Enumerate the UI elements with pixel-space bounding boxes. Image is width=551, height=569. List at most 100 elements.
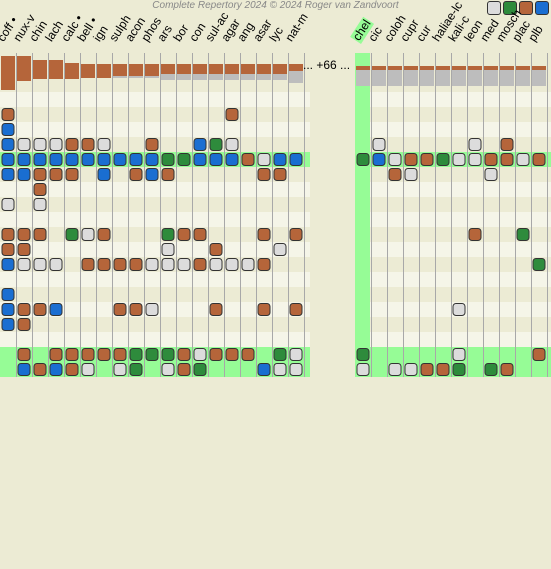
- grade-cell-left: [289, 363, 303, 376]
- grade-cell-left: [193, 363, 207, 376]
- grade-cell-left: [33, 198, 47, 211]
- grade-cell-left: [81, 348, 95, 361]
- grade-cell-left: [161, 228, 175, 241]
- grade-cell-left: [145, 258, 159, 271]
- grade-cell-left: [1, 198, 15, 211]
- grade-cell-left: [257, 363, 271, 376]
- more-remedies-label[interactable]: ... +66 ...: [303, 58, 351, 72]
- grade-cell-right: [500, 363, 514, 376]
- score-bar-right-10-head: [516, 66, 530, 70]
- grade-cell-left: [209, 153, 223, 166]
- grade-cell-left: [129, 348, 143, 361]
- score-bar-right-5-head: [436, 66, 450, 70]
- grade-cell-left: [113, 363, 127, 376]
- grade-cell-right: [532, 348, 546, 361]
- grade-cell-left: [225, 108, 239, 121]
- grade-cell-left: [81, 138, 95, 151]
- grade-cell-left: [49, 303, 63, 316]
- grade-cell-left: [273, 168, 287, 181]
- grade-cell-left: [129, 258, 143, 271]
- grade-cell-left: [17, 138, 31, 151]
- score-bar-right-2-head: [388, 66, 402, 70]
- score-bar-right-4-head: [420, 66, 434, 70]
- grade-2-legend[interactable]: [503, 1, 517, 15]
- grade-cell-left: [193, 348, 207, 361]
- grade-cell-left: [289, 228, 303, 241]
- row-band-right: [355, 167, 551, 182]
- grade-cell-right: [404, 168, 418, 181]
- grade-cell-left: [1, 168, 15, 181]
- row-band-left: [0, 272, 310, 287]
- grade-cell-left: [225, 258, 239, 271]
- grade-cell-left: [257, 168, 271, 181]
- score-bar-right-8-base: [484, 66, 498, 86]
- grade-cell-left: [1, 228, 15, 241]
- row-band-left: [0, 287, 310, 302]
- score-bar-left-15-head: [241, 64, 255, 74]
- grade-cell-left: [177, 363, 191, 376]
- grade-cell-left: [97, 348, 111, 361]
- grade-cell-right: [484, 153, 498, 166]
- grade-cell-left: [17, 348, 31, 361]
- score-bar-right-1-base: [372, 66, 386, 86]
- score-bar-right-1-head: [372, 66, 386, 70]
- grade-cell-left: [177, 258, 191, 271]
- grade-cell-left: [241, 153, 255, 166]
- grade-cell-right: [468, 138, 482, 151]
- grade-cell-left: [177, 153, 191, 166]
- grade-cell-left: [241, 258, 255, 271]
- row-band-left: [0, 122, 310, 137]
- grade-cell-left: [129, 168, 143, 181]
- grade-cell-left: [129, 363, 143, 376]
- score-bar-left-11-head: [177, 64, 191, 74]
- grade-cell-left: [113, 348, 127, 361]
- grade-cell-left: [161, 348, 175, 361]
- grade-cell-left: [161, 168, 175, 181]
- grade-cell-left: [289, 303, 303, 316]
- score-bar-right-3-base: [404, 66, 418, 86]
- grade-cell-left: [145, 138, 159, 151]
- row-band-left: [0, 242, 310, 257]
- grade-1-legend[interactable]: [487, 1, 501, 15]
- score-bar-right-6-head: [452, 66, 466, 70]
- grade-cell-left: [81, 363, 95, 376]
- score-bar-right-10-base: [516, 66, 530, 86]
- grade-cell-left: [49, 153, 63, 166]
- row-band-right: [355, 332, 551, 347]
- grade-cell-left: [145, 348, 159, 361]
- grade-cell-right: [452, 153, 466, 166]
- score-bar-left-8-head: [129, 64, 143, 76]
- row-band-left: [0, 182, 310, 197]
- score-bar-left-9-head: [145, 64, 159, 76]
- score-bar-left-13-head: [209, 64, 223, 74]
- grade-cell-right: [388, 363, 402, 376]
- grade-3-legend[interactable]: [519, 1, 533, 15]
- score-bar-left-16-head: [257, 64, 271, 74]
- grade-cell-right: [404, 363, 418, 376]
- row-band-right: [355, 317, 551, 332]
- grade-cell-left: [81, 153, 95, 166]
- grade-cell-left: [17, 303, 31, 316]
- grade-cell-left: [273, 348, 287, 361]
- grade-cell-left: [145, 303, 159, 316]
- grade-cell-left: [65, 228, 79, 241]
- score-bar-left-0-top: [1, 56, 15, 90]
- grade-cell-left: [113, 153, 127, 166]
- score-bar-right-7-base: [468, 66, 482, 86]
- grade-cell-left: [193, 258, 207, 271]
- grade-cell-left: [17, 228, 31, 241]
- grade-cell-left: [97, 228, 111, 241]
- grade-4-legend[interactable]: [535, 1, 549, 15]
- grade-cell-left: [17, 258, 31, 271]
- grade-cell-right: [388, 168, 402, 181]
- grade-cell-left: [49, 168, 63, 181]
- grade-cell-left: [193, 138, 207, 151]
- grade-cell-left: [17, 243, 31, 256]
- grade-cell-left: [1, 138, 15, 151]
- score-bar-left-10-head: [161, 64, 175, 74]
- score-bar-left-6-head: [97, 64, 111, 78]
- grade-cell-right: [436, 153, 450, 166]
- row-band-right: [355, 257, 551, 272]
- score-bar-left-3-head: [49, 60, 63, 79]
